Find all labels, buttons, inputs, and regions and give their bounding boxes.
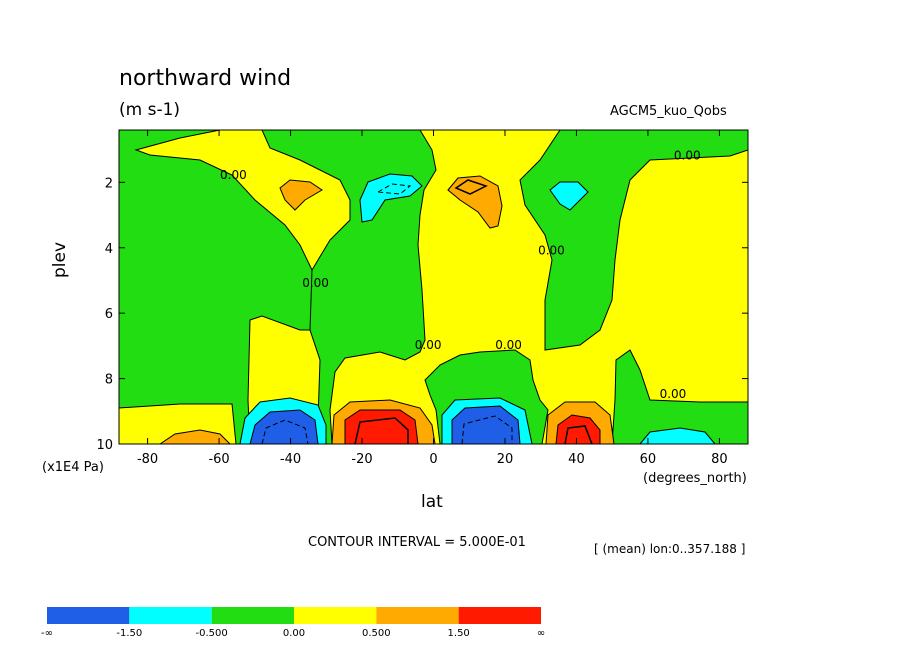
region-cyan-np [639,427,716,444]
x-tick-label: -80 [137,452,158,467]
colorbar-label: 0.00 [282,628,306,639]
colorbar-label: -0.500 [195,628,228,639]
y-tick-label: 10 [96,438,113,453]
contour-line-neg-upper [376,183,412,195]
contour-line-neg-north [461,415,513,444]
region-blue-north [451,405,521,444]
x-tick-label: 0 [429,452,437,467]
y-axis-multiplier: (x1E4 Pa) [42,460,104,475]
contour-field [119,130,748,444]
contour-interval: CONTOUR INTERVAL = 5.000E-01 [308,535,526,550]
colorbar-swatch [294,607,377,624]
y-tick-label: 8 [105,373,113,388]
chart-title: northward wind [119,66,292,91]
region-cyan-upper-ne [549,181,589,211]
contour-label: 0.00 [220,168,247,182]
x-axis-label: lat [421,492,443,512]
y-tick-label: 4 [105,242,113,257]
mean-note: [ (mean) lon:0..357.188 ] [594,542,746,556]
chart-units: (m s-1) [119,100,181,120]
region-cyan-upper-s [359,173,423,223]
x-tick-label: 60 [640,452,657,467]
contour-line-pos-upper [454,179,488,195]
colorbar [47,607,541,624]
x-axis-unit: (degrees_north) [643,471,747,486]
colorbar-swatch [458,607,541,624]
region-green-right-lower [611,349,748,444]
x-tick-label: -60 [208,452,229,467]
colorbar-label: 1.50 [447,628,470,639]
x-tick-label: -40 [280,452,301,467]
y-tick-label: 6 [105,307,113,322]
colorbar-label: 0.500 [362,628,391,639]
x-tick-label: 80 [711,452,728,467]
contour-label: 0.00 [415,338,442,352]
model-name: AGCM5_kuo_Qobs [610,104,727,119]
contour-label: 0.00 [495,338,522,352]
region-orange-upper-n [447,175,503,229]
region-green-center-left [261,130,437,444]
contour-labels: 0.00 0.00 0.00 0.00 0.00 0.00 0.00 [220,148,701,401]
x-axis-ticks: -80 -60 -40 -20 0 20 40 60 80 [137,130,728,467]
contour-label: 0.00 [674,148,701,162]
region-red-south [344,409,419,444]
colorbar-swatch [211,607,294,624]
x-tick-label: 40 [568,452,585,467]
contour-line-pos-north [564,425,593,444]
contour-label: 0.00 [660,387,687,401]
region-blue-south [249,409,319,444]
contour-line-neg-south [261,419,309,444]
colorbar-swatch [47,607,130,624]
colorbar-label: -1.50 [116,628,143,639]
colorbar-label: -∞ [41,628,53,639]
x-tick-label: 20 [497,452,514,467]
contour-line-pos-south [354,417,409,444]
y-axis-label: plev [50,241,70,278]
colorbar-label: ∞ [536,628,546,639]
x-tick-label: -20 [351,452,372,467]
region-orange-upper-sw [279,179,323,211]
contour-label: 0.00 [302,276,329,290]
y-tick-label: 2 [105,176,113,191]
contour-label: 0.00 [538,243,565,257]
y-axis-ticks: 2 4 6 8 10 [96,176,748,453]
colorbar-swatch [376,607,459,624]
region-orange-sp [159,429,231,444]
colorbar-swatch [129,607,212,624]
